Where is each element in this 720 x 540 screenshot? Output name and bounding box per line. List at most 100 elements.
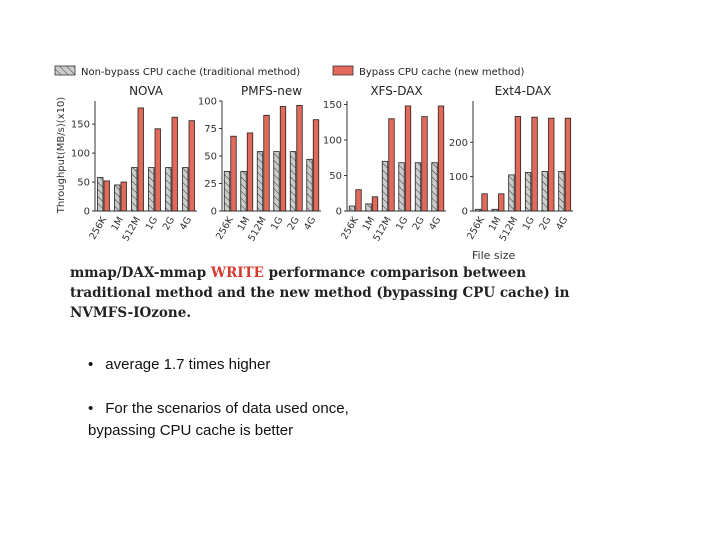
y-tick-label: 200 (449, 138, 468, 149)
bar-bypass (437, 105, 445, 212)
y-tick-label: 0 (84, 207, 90, 218)
bar-nonbypass (491, 208, 498, 212)
x-axis-label: File size (472, 249, 515, 262)
bar-nonbypass (306, 158, 313, 212)
bullet-text: average 1.7 times higher (105, 356, 271, 373)
bullet-text: For the scenarios of data used once, byp… (88, 400, 349, 439)
bar-nonbypass (256, 151, 264, 212)
x-tick-label: 1M (109, 215, 126, 233)
bar-bypass (312, 119, 320, 212)
bar-nonbypass (508, 174, 515, 212)
bar-bypass (171, 116, 178, 212)
bar-bypass (137, 107, 144, 212)
legend-swatch-nonbypass (54, 65, 76, 76)
bar-bypass (103, 180, 110, 212)
panel-title: Ext4-DAX (495, 84, 552, 98)
bar-bypass (355, 189, 362, 212)
bar-nonbypass (348, 205, 356, 212)
bar-nonbypass (240, 170, 247, 212)
x-tick-label: 4G (302, 215, 318, 232)
bar-bypass (421, 116, 428, 212)
bullet-marker: • (88, 356, 94, 373)
bar-nonbypass (131, 167, 138, 212)
y-tick-label: 150 (71, 120, 90, 131)
bar-bypass (246, 132, 254, 212)
x-tick-label: 4G (427, 215, 443, 232)
performance-figure: Non-bypass CPU cache (traditional method… (54, 65, 573, 262)
bar-bypass (154, 128, 161, 212)
caption-highlight: WRITE (210, 265, 264, 281)
y-tick-label: 0 (336, 207, 342, 218)
bar-bypass (548, 117, 555, 212)
bar-bypass (498, 193, 505, 212)
bar-bypass (279, 106, 287, 212)
y-tick-label: 100 (71, 149, 90, 160)
bullet-item: • For the scenarios of data used once, by… (88, 398, 408, 442)
y-tick-label: 50 (77, 178, 90, 189)
panel-title: NOVA (129, 84, 164, 98)
x-tick-label: 2G (537, 215, 553, 232)
bar-bypass (564, 117, 572, 212)
legend: Non-bypass CPU cache (traditional method… (54, 65, 525, 78)
y-tick-label: 0 (462, 207, 468, 218)
legend-label-bypass: Bypass CPU cache (new method) (359, 67, 525, 78)
x-tick-label: 256K (87, 214, 109, 241)
bullet-item: • average 1.7 times higher (88, 354, 270, 376)
caption-part2: performance comparison between tradition… (70, 265, 570, 321)
bar-nonbypass (558, 171, 565, 212)
bar-bypass (531, 116, 538, 212)
y-tick-label: 0 (211, 207, 217, 218)
bar-bypass (230, 135, 237, 212)
x-tick-label: 1G (521, 215, 537, 232)
x-tick-label: 4G (554, 215, 570, 232)
x-tick-label: 256K (465, 214, 487, 241)
bar-nonbypass (289, 151, 297, 212)
bar-bypass (514, 116, 522, 212)
panel-title: PMFS-new (241, 84, 302, 98)
bar-nonbypass (541, 171, 548, 212)
y-tick-label: 50 (329, 171, 342, 182)
bar-nonbypass (398, 162, 405, 212)
y-tick-label: 100 (323, 136, 342, 147)
bar-nonbypass (474, 208, 482, 212)
figure-caption: mmap/DAX-mmap WRITE performance comparis… (70, 263, 590, 323)
bar-bypass (120, 181, 127, 212)
bar-nonbypass (431, 162, 438, 212)
bar-nonbypass (165, 167, 172, 212)
bar-nonbypass (524, 172, 532, 212)
x-tick-label: 4G (178, 215, 194, 232)
bar-bypass (296, 105, 303, 212)
x-tick-label: 2G (411, 215, 427, 232)
bar-bypass (371, 196, 379, 212)
x-tick-label: 2G (286, 215, 302, 232)
bar-nonbypass (97, 177, 104, 212)
caption-part1: mmap/DAX-mmap (70, 265, 211, 281)
y-tick-label: 25 (204, 179, 217, 190)
panel-title: XFS-DAX (370, 84, 422, 98)
bar-nonbypass (381, 160, 389, 212)
x-tick-label: 1G (269, 215, 285, 232)
bar-nonbypass (365, 203, 372, 212)
y-tick-label: 150 (323, 100, 342, 111)
bar-bypass (263, 114, 270, 212)
bar-bypass (404, 105, 412, 212)
bar-nonbypass (414, 162, 422, 212)
x-tick-label: 1G (144, 215, 160, 232)
bar-nonbypass (223, 170, 231, 212)
bar-bypass (188, 120, 195, 212)
x-tick-label: 256K (339, 214, 361, 241)
x-tick-label: 256K (214, 214, 236, 241)
bar-nonbypass (148, 167, 155, 212)
x-tick-label: 1G (394, 215, 410, 232)
bar-nonbypass (114, 184, 121, 212)
y-tick-label: 100 (449, 172, 468, 183)
bar-bypass (388, 118, 395, 212)
x-tick-label: 2G (161, 215, 177, 232)
y-tick-label: 75 (204, 124, 217, 135)
legend-swatch-bypass (332, 65, 354, 76)
y-axis-label: Throughput(MB/s)(x10) (56, 97, 67, 215)
bar-nonbypass (182, 167, 189, 212)
bar-nonbypass (273, 151, 280, 212)
legend-label-nonbypass: Non-bypass CPU cache (traditional method… (81, 67, 300, 78)
bar-bypass (481, 193, 488, 212)
